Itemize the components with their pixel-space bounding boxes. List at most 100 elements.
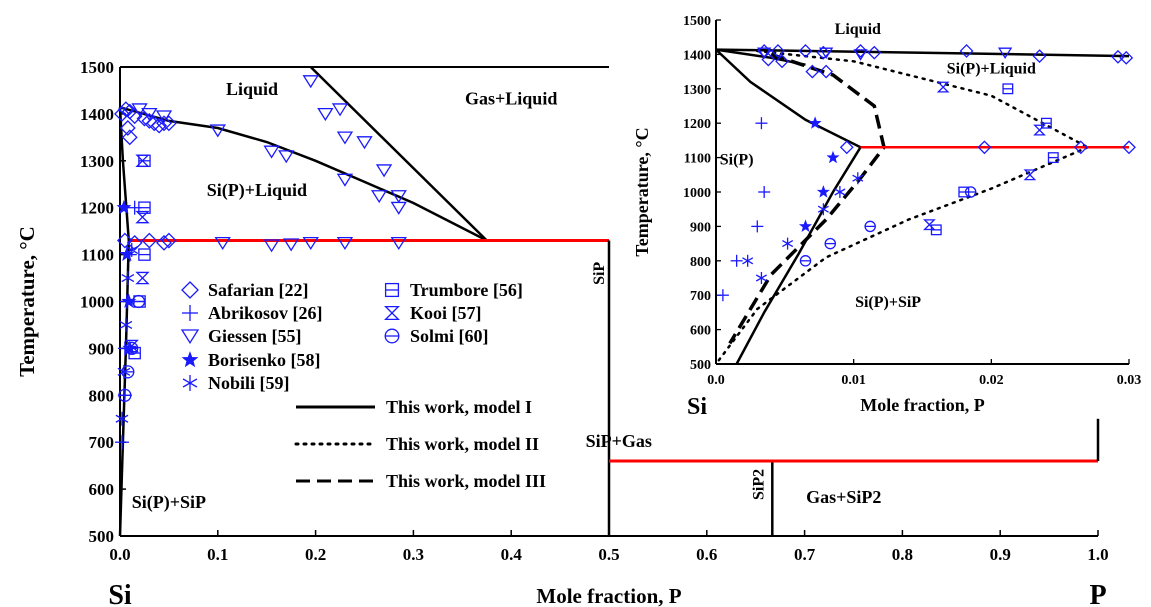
legend-marker [384,282,400,298]
inset-data-point [852,172,864,185]
legend-label: Giessen [55] [208,326,302,346]
main-data-point [160,232,177,249]
inset-phase-line [735,146,862,365]
legend-marker [182,305,198,321]
main-y-tick-label: 700 [89,433,115,452]
inset-data-point [818,47,834,60]
main-data-point [375,164,393,178]
main-phase-line [118,107,131,537]
main-x-tick-label: 0.4 [501,545,523,564]
inset-data-point [816,45,831,60]
legend-label: Safarian [22] [208,280,309,300]
inset-data-point [751,220,764,233]
inset-data-point [805,64,820,79]
main-y-axis-label: Temperature, °C [15,226,39,377]
inset-data-point [757,47,772,60]
main-y-tick-label: 1000 [80,293,114,312]
legend-label: Kooi [57] [410,303,482,323]
inset-data-point [834,186,846,198]
main-x-tick-label: 0.1 [207,545,228,564]
inset-region-label: Si(P)+Liquid [947,60,1036,77]
main-y-tick-label: 1400 [80,105,114,124]
main-data-point [356,136,373,150]
inset-data-point [755,117,768,130]
main-region-label: Si(P)+SiP [132,492,206,513]
inset-x-tick-label: 0.01 [841,373,866,388]
inset-x-tick-label: 0.02 [979,373,1004,388]
main-data-point [209,124,226,138]
inset-data-point [1033,124,1046,136]
main-x-tick-label: 0.8 [892,545,913,564]
main-data-point [121,365,135,379]
inset-data-point [798,44,813,58]
main-data-point [370,190,388,204]
inset-data-point [826,150,840,164]
main-region-label: Si(P)+Liquid [207,180,307,201]
inset-data-point [977,140,992,155]
marker-legend: Safarian [22] Abrikosov [26] Giessen [55] B… [180,280,523,393]
inset-y-tick-label: 800 [690,255,711,270]
main-region-label: SiP+Gas [586,431,652,451]
inset-y-tick-label: 1000 [683,186,711,201]
main-data-point [118,388,132,402]
main-data-point [117,101,134,118]
legend-marker [384,328,400,344]
inset-data-point [936,81,950,93]
main-data-point [141,108,158,122]
inset-phase-line [715,48,1130,58]
main-data-point [136,110,153,127]
inset-region-label: Si(P) [720,151,754,168]
main-data-point [302,236,319,251]
main-region-label: SiP2 [751,469,768,500]
main-data-point [114,105,130,122]
main-x-tick-label: 1.0 [1087,545,1108,564]
main-data-point [141,232,158,249]
inset-phase-line [728,52,886,345]
main-data-point [141,113,158,129]
inset-data-point [1047,152,1059,164]
inset-data-point [839,140,854,155]
main-x-tick-label: 0.0 [109,545,130,564]
main-y-tick-label: 500 [89,527,115,546]
inset-x-axis-label: Mole fraction, P [860,395,984,415]
inset-y-axis-label: Temperature, °C [632,127,652,256]
inset-si-end-label: Si [687,394,707,420]
main-data-point [155,110,173,124]
main-data-point [138,248,151,261]
main-y-tick-label: 600 [89,480,115,499]
main-data-point [126,234,143,251]
inset-x-tick-label: 0.03 [1117,373,1142,388]
main-x-axis-label: Mole fraction, P [536,584,681,607]
legend-label: Solmi [60] [410,326,489,346]
main-data-point [138,154,151,168]
main-data-point [317,108,334,122]
main-data-point [115,411,129,426]
main-data-point [331,103,349,117]
main-data-point [116,199,132,215]
inset-data-point [923,219,936,231]
main-data-point [135,210,150,224]
main-x-tick-label: 0.6 [696,545,717,564]
main-phase-line [309,66,488,242]
legend-label: Trumbore [56] [410,280,523,300]
inset-y-tick-label: 1200 [683,117,711,132]
inset-data-point [824,237,837,250]
main-data-point [263,145,280,159]
main-data-point [125,341,139,355]
inset-background [716,20,1129,364]
main-region-label: SiP [591,262,608,285]
inset-data-point [798,219,813,233]
inset-data-point [782,237,794,250]
main-data-point [278,150,295,164]
inset-data-point [816,185,830,198]
inset-data-point [758,186,771,198]
main-data-point [156,234,172,251]
inset-data-point [819,64,834,79]
main-data-point [390,190,407,204]
inset-data-point [853,49,868,61]
inset-data-point [808,116,822,129]
inset-data-point [1002,83,1014,95]
main-region-label: Liquid [226,79,278,99]
